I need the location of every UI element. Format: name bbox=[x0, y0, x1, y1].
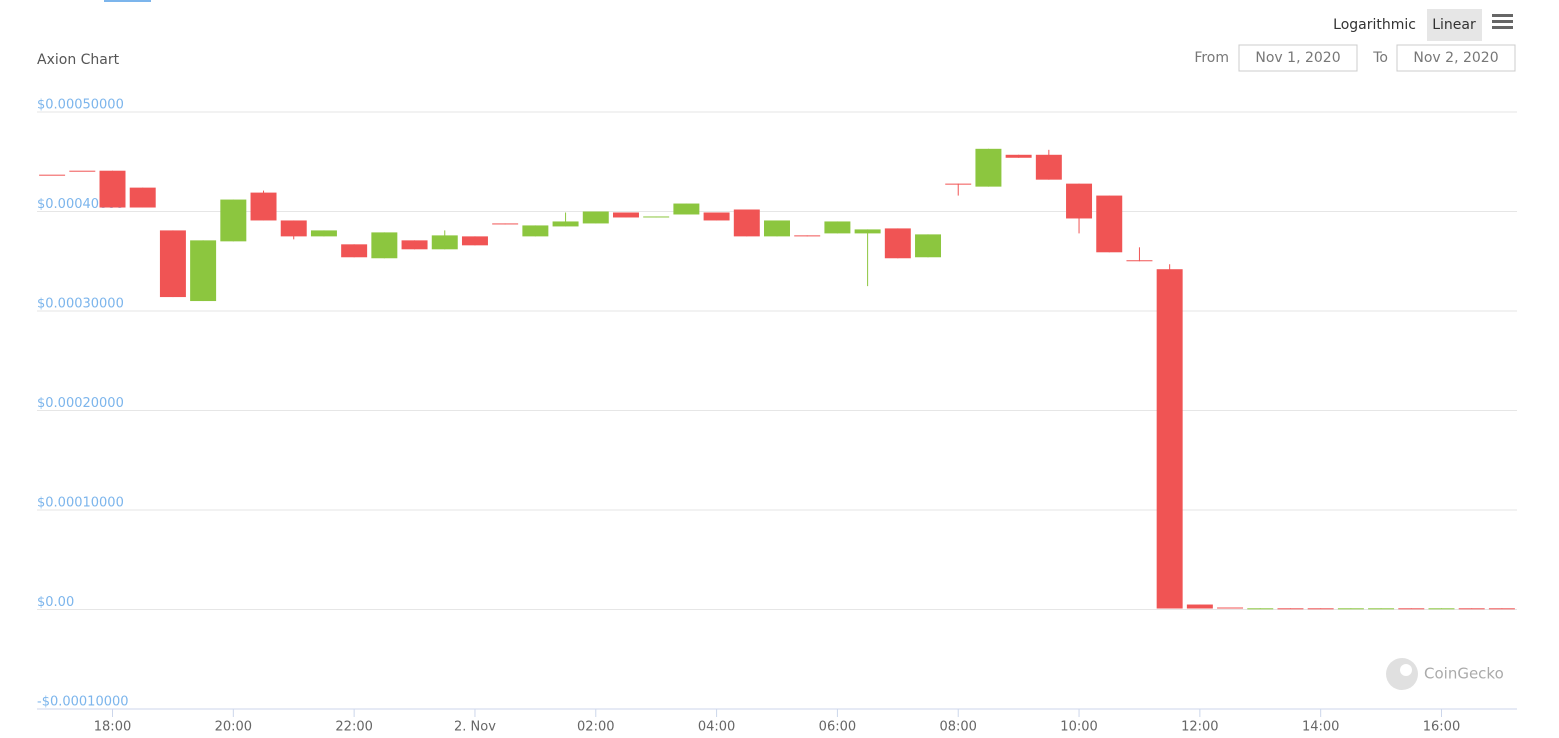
watermark-logo bbox=[1400, 664, 1412, 676]
candle-body bbox=[1337, 608, 1364, 610]
x-tick-label: 02:00 bbox=[577, 720, 614, 735]
candle-body bbox=[522, 225, 549, 237]
candle-body bbox=[129, 187, 156, 208]
candle-body bbox=[492, 223, 519, 225]
scale-button[interactable]: Linear bbox=[1432, 17, 1476, 33]
menu-bar bbox=[1492, 20, 1513, 23]
watermark-logo bbox=[1386, 658, 1418, 690]
menu-bar bbox=[1492, 14, 1513, 17]
chart-title: Axion Chart bbox=[37, 52, 120, 68]
scale-button[interactable]: Logarithmic bbox=[1333, 17, 1416, 33]
candle-body bbox=[1066, 183, 1093, 219]
y-tick-label: $0.00020000 bbox=[37, 396, 124, 411]
y-tick-label: -$0.00010000 bbox=[37, 695, 129, 710]
y-tick-label: $0.00 bbox=[37, 595, 74, 610]
candle-body bbox=[643, 216, 670, 218]
candle-body bbox=[1428, 608, 1455, 610]
candle-body bbox=[1488, 608, 1515, 610]
candle-body bbox=[159, 230, 186, 298]
candle-body bbox=[1247, 608, 1274, 610]
x-tick-label: 06:00 bbox=[819, 720, 856, 735]
candle-body bbox=[854, 229, 881, 234]
candle-body bbox=[1458, 608, 1485, 610]
candle-body bbox=[69, 170, 96, 172]
candle-body bbox=[612, 212, 639, 218]
candle-body bbox=[764, 220, 790, 237]
candle-body bbox=[1035, 154, 1062, 180]
candle-body bbox=[190, 240, 217, 302]
watermark: CoinGecko bbox=[1386, 658, 1504, 690]
candle-body bbox=[99, 170, 126, 208]
x-tick-label: 08:00 bbox=[939, 720, 976, 735]
x-tick-label: 16:00 bbox=[1423, 720, 1460, 735]
candle-body bbox=[1217, 607, 1244, 609]
candle-body bbox=[703, 212, 730, 221]
candle-body bbox=[824, 221, 851, 234]
candle-body bbox=[1307, 608, 1334, 610]
watermark-text: CoinGecko bbox=[1424, 665, 1504, 683]
scale-button-bg[interactable] bbox=[1427, 9, 1482, 41]
candle-body bbox=[1186, 604, 1213, 609]
candle-body bbox=[341, 244, 368, 258]
candle-body bbox=[280, 220, 307, 237]
candle-body bbox=[915, 234, 942, 258]
x-tick-label: 14:00 bbox=[1302, 720, 1339, 735]
candle-body bbox=[401, 240, 428, 250]
candle-body bbox=[975, 148, 1002, 187]
candle-body bbox=[1096, 195, 1123, 253]
candle-body bbox=[310, 230, 337, 237]
y-tick-label: $0.00050000 bbox=[37, 98, 124, 113]
candle-body bbox=[371, 232, 398, 259]
candle-body bbox=[1398, 608, 1425, 610]
candle-body bbox=[220, 199, 247, 242]
menu-icon[interactable] bbox=[1492, 14, 1513, 29]
x-tick-label: 04:00 bbox=[698, 720, 735, 735]
candle-body bbox=[1126, 260, 1153, 262]
x-tick-label: 20:00 bbox=[215, 720, 252, 735]
from-input[interactable] bbox=[1238, 44, 1358, 72]
candle-body bbox=[461, 236, 488, 246]
candle-body bbox=[884, 228, 911, 259]
y-tick-label: $0.00030000 bbox=[37, 297, 124, 312]
candle-body bbox=[673, 203, 700, 215]
x-tick-label: 2. Nov bbox=[454, 720, 496, 735]
x-tick-label: 10:00 bbox=[1060, 720, 1097, 735]
candle-body bbox=[945, 183, 972, 185]
from-value[interactable]: Nov 1, 2020 bbox=[1255, 50, 1340, 66]
x-tick-label: 22:00 bbox=[335, 720, 372, 735]
candle-body bbox=[250, 192, 277, 221]
tab-indicator bbox=[104, 0, 151, 2]
candle-body bbox=[733, 209, 760, 237]
y-tick-label: $0.00010000 bbox=[37, 496, 124, 511]
candle-body bbox=[39, 174, 66, 176]
candle-body bbox=[794, 235, 821, 237]
x-tick-label: 12:00 bbox=[1181, 720, 1218, 735]
candle-body bbox=[1277, 608, 1304, 610]
to-input[interactable] bbox=[1396, 44, 1516, 72]
candle-body bbox=[1368, 608, 1395, 610]
to-label: To bbox=[1372, 50, 1388, 66]
menu-bar bbox=[1492, 26, 1513, 29]
candle-body bbox=[582, 211, 609, 224]
from-label: From bbox=[1194, 50, 1229, 66]
candle-body bbox=[431, 235, 458, 250]
candle-body bbox=[1005, 154, 1032, 158]
candle-body bbox=[552, 221, 579, 227]
to-value[interactable]: Nov 2, 2020 bbox=[1413, 50, 1498, 66]
candle-body bbox=[1156, 269, 1183, 609]
x-tick-label: 18:00 bbox=[94, 720, 131, 735]
